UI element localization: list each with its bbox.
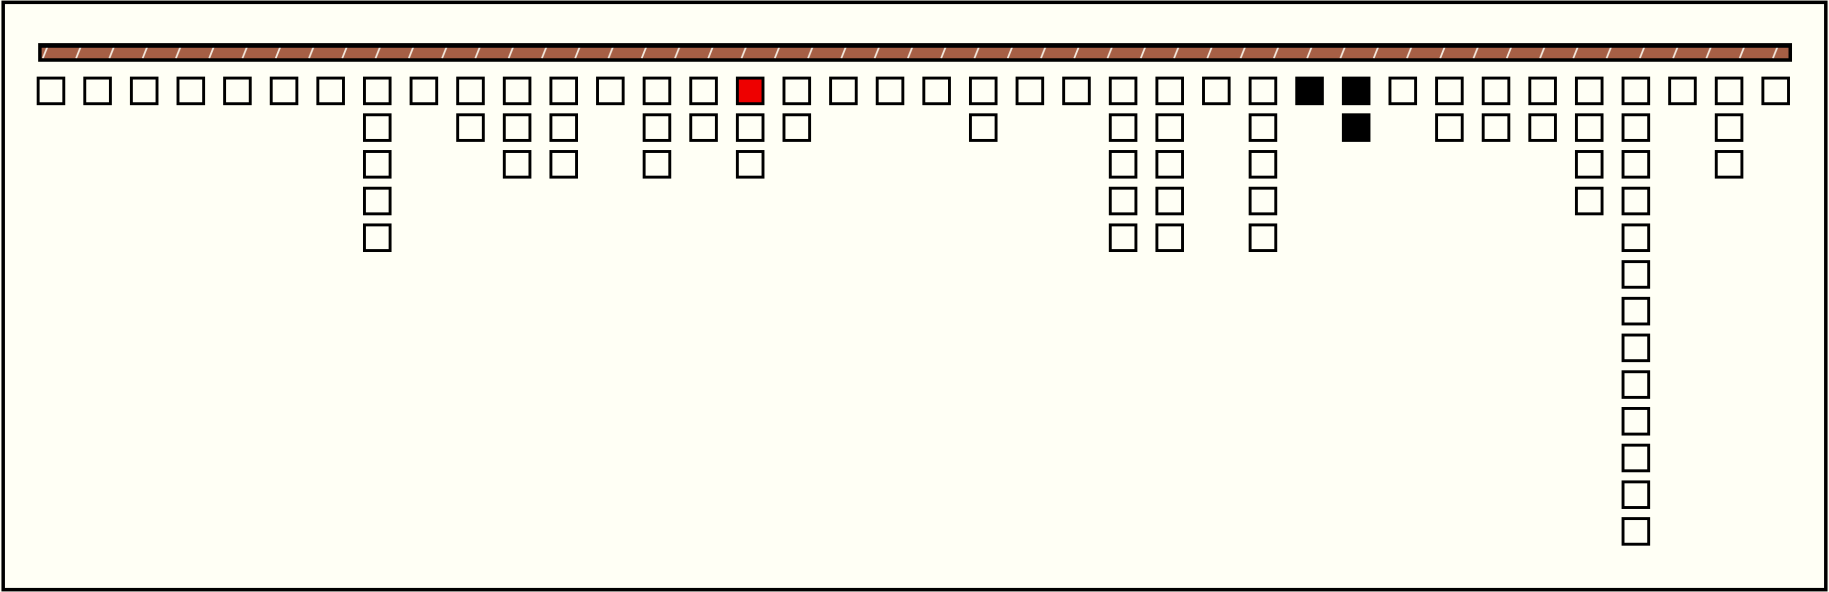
cell bbox=[549, 150, 579, 179]
cell bbox=[1108, 150, 1138, 179]
cell bbox=[1481, 113, 1511, 142]
cell bbox=[968, 76, 998, 106]
cell bbox=[1621, 296, 1651, 326]
cell bbox=[362, 76, 392, 106]
cell bbox=[735, 113, 765, 142]
cell bbox=[1155, 186, 1184, 216]
cell bbox=[1528, 113, 1557, 142]
cell bbox=[1621, 76, 1651, 106]
cell bbox=[1621, 517, 1651, 546]
cell bbox=[1248, 186, 1278, 216]
cell bbox=[1621, 370, 1651, 399]
cell bbox=[1155, 76, 1184, 106]
cell bbox=[1621, 480, 1651, 509]
cell bbox=[1388, 76, 1418, 106]
cell bbox=[502, 150, 532, 179]
cell bbox=[1248, 150, 1278, 179]
cell bbox=[1108, 223, 1138, 253]
cell bbox=[1108, 76, 1138, 106]
cell bbox=[1714, 150, 1744, 179]
cell bbox=[83, 76, 112, 106]
cell bbox=[1714, 76, 1744, 106]
cell bbox=[1714, 113, 1744, 142]
cell bbox=[316, 76, 345, 106]
cell bbox=[596, 76, 625, 106]
cell bbox=[642, 76, 672, 106]
cell bbox=[36, 76, 66, 106]
cell bbox=[1621, 407, 1651, 436]
cell bbox=[129, 76, 159, 106]
cell bbox=[176, 76, 206, 106]
cell bbox=[1341, 113, 1371, 142]
cell bbox=[1574, 113, 1604, 142]
cell bbox=[409, 76, 439, 106]
cell bbox=[922, 76, 951, 106]
cell bbox=[782, 113, 812, 142]
cell bbox=[1155, 150, 1184, 179]
cell bbox=[1155, 223, 1184, 253]
cell bbox=[1621, 186, 1651, 216]
cell-grid bbox=[36, 76, 1790, 546]
cell bbox=[829, 76, 858, 106]
cell bbox=[1295, 76, 1324, 106]
cell bbox=[1761, 76, 1790, 106]
cell bbox=[689, 113, 718, 142]
cell bbox=[1481, 76, 1511, 106]
cell bbox=[1574, 186, 1604, 216]
cell bbox=[1062, 76, 1091, 106]
cell bbox=[1621, 260, 1651, 289]
cell bbox=[362, 150, 392, 179]
cell bbox=[1621, 443, 1651, 473]
cell bbox=[1621, 150, 1651, 179]
cell bbox=[968, 113, 998, 142]
cell bbox=[735, 76, 765, 106]
rail bbox=[41, 47, 1789, 59]
cell bbox=[456, 76, 485, 106]
cell bbox=[1668, 76, 1697, 106]
cell bbox=[549, 76, 579, 106]
cell bbox=[362, 113, 392, 142]
cell bbox=[642, 113, 672, 142]
cell bbox=[456, 113, 485, 142]
cell bbox=[1528, 76, 1557, 106]
cell bbox=[1435, 113, 1464, 142]
cell bbox=[782, 76, 812, 106]
cell bbox=[1248, 113, 1278, 142]
cell bbox=[1108, 113, 1138, 142]
cell bbox=[269, 76, 299, 106]
cell bbox=[642, 150, 672, 179]
cell bbox=[1248, 223, 1278, 253]
cell bbox=[1341, 76, 1371, 106]
cell bbox=[735, 150, 765, 179]
cell bbox=[549, 113, 579, 142]
cell bbox=[1574, 76, 1604, 106]
cell bbox=[1155, 113, 1184, 142]
cell bbox=[362, 186, 392, 216]
cell bbox=[1621, 113, 1651, 142]
cell bbox=[362, 223, 392, 253]
cell bbox=[1248, 76, 1278, 106]
cell bbox=[1621, 223, 1651, 253]
cell bbox=[1202, 76, 1231, 106]
cell bbox=[223, 76, 252, 106]
cell bbox=[502, 76, 532, 106]
cell bbox=[875, 76, 905, 106]
cell bbox=[689, 76, 718, 106]
cell bbox=[502, 113, 532, 142]
cell bbox=[1108, 186, 1138, 216]
cell bbox=[1574, 150, 1604, 179]
cell bbox=[1015, 76, 1045, 106]
cell bbox=[1435, 76, 1464, 106]
cell bbox=[1621, 333, 1651, 363]
